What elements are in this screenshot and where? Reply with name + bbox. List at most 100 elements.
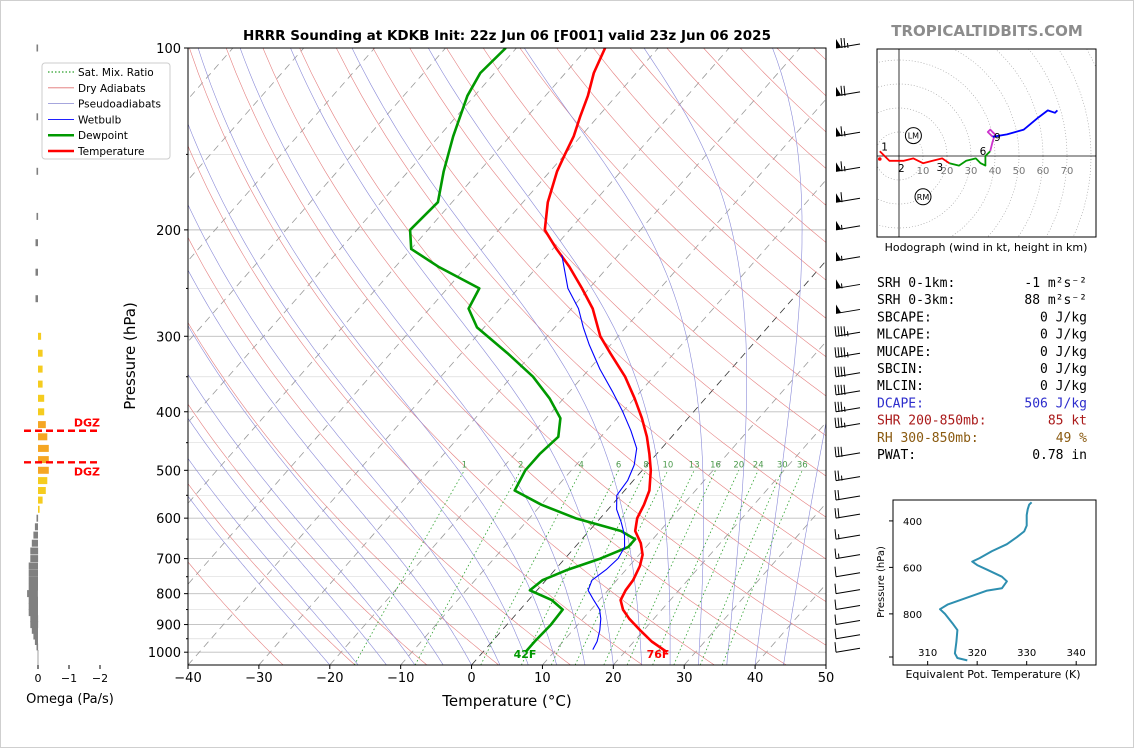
mixing-ratio-label: 8 <box>643 460 648 470</box>
stat-label: RH 300-850mb: <box>877 431 979 446</box>
omega-bar <box>30 621 39 629</box>
omega-x-tick-label: 0 <box>35 672 42 685</box>
pseudoadiabat-line <box>524 48 704 665</box>
stat-value: -1 m²s⁻² <box>1024 276 1087 291</box>
wind-barb <box>834 446 861 458</box>
y-tick-label: 500 <box>156 464 181 479</box>
mixing-ratio-labels: 1 2 4 6 8 10 13 16 20 24 30 36 <box>462 460 808 470</box>
omega-bars <box>27 44 49 651</box>
stat-value: 49 % <box>1056 431 1087 446</box>
omega-bar <box>38 365 43 373</box>
stat-value: 506 J/kg <box>1024 396 1087 411</box>
legend-label: Sat. Mix. Ratio <box>78 67 154 79</box>
x-tick-label: 0 <box>467 671 475 686</box>
omega-bar <box>38 505 40 513</box>
wind-barb <box>834 599 861 611</box>
stat-label: MLCIN: <box>877 379 924 394</box>
skewt-x-axis-label: Temperature (°C) <box>441 692 571 710</box>
omega-bar <box>33 632 38 640</box>
omega-x-tick-label: −1 <box>61 672 77 685</box>
mixing-ratio-line <box>550 470 647 665</box>
wind-barb <box>834 628 861 640</box>
pseudoadiabat-line <box>188 269 472 665</box>
stat-label: DCAPE: <box>877 396 924 411</box>
wind-barb <box>834 642 861 653</box>
wind-barb <box>835 220 861 231</box>
y-tick-label: 100 <box>156 42 181 57</box>
hodograph-trace <box>992 109 1059 138</box>
isotherm-line <box>683 502 826 665</box>
x-tick-label: 10 <box>534 671 551 686</box>
omega-bar <box>36 167 39 175</box>
skewt-y-axis-label: Pressure (hPa) <box>121 302 139 410</box>
dry-adiabat-line <box>188 236 571 665</box>
dry-adiabat-line <box>262 48 826 646</box>
hodograph-ring-label: 20 <box>941 166 954 177</box>
mixing-ratio-line <box>652 470 740 665</box>
stat-value: 0 J/kg <box>1040 345 1087 360</box>
omega-bar <box>28 562 38 570</box>
dry-adiabat-line <box>336 48 826 560</box>
hodograph-ring-label: 70 <box>1061 166 1074 177</box>
dry-adiabat-line <box>189 48 715 665</box>
wind-barb <box>835 304 861 314</box>
wind-barb <box>835 192 861 203</box>
surface-dewpoint-label: 42F <box>514 648 537 661</box>
hodograph-km-label: 2 <box>898 163 905 175</box>
temperature-profile <box>543 48 668 654</box>
dry-adiabat-line <box>372 48 826 518</box>
dewpoint-profile <box>408 48 637 654</box>
omega-bar <box>38 394 45 402</box>
theta-x-tick-label: 320 <box>968 648 987 659</box>
hodograph-km-label: 1 <box>881 141 888 153</box>
x-tick-label: 40 <box>747 671 764 686</box>
dry-adiabat-line <box>482 48 826 397</box>
y-tick-label: 1000 <box>148 646 181 661</box>
omega-bar <box>38 496 43 504</box>
legend-label: Pseudoadiabats <box>78 99 161 111</box>
y-tick-label: 700 <box>156 553 181 568</box>
omega-bar <box>30 615 39 623</box>
wind-barb <box>834 548 861 560</box>
pseudoadiabat-line <box>351 48 642 665</box>
x-tick-label: 30 <box>676 671 693 686</box>
isotherm-line <box>188 48 517 424</box>
isotherm-line <box>258 48 801 665</box>
stat-label: MLCAPE: <box>877 328 932 343</box>
mixing-ratio-line <box>480 470 582 665</box>
pseudoadiabat-line <box>428 48 671 665</box>
legend-label: Dewpoint <box>78 130 128 142</box>
dry-adiabat-line <box>188 483 356 665</box>
stat-label: SHR 200-850mb: <box>877 414 987 429</box>
stat-label: SRH 0-1km: <box>877 276 955 291</box>
wind-barb <box>834 566 861 578</box>
omega-bar <box>28 602 38 610</box>
sounding-stats-table: SRH 0-1km: -1 m²s⁻² SRH 0-3km: 88 m²s⁻² SBCA… <box>877 276 1087 463</box>
omega-bar <box>27 590 38 598</box>
wind-barb <box>835 251 861 262</box>
wind-barb <box>834 470 861 482</box>
mixing-ratio-line <box>626 470 716 665</box>
omega-bar <box>28 583 38 591</box>
watermark-logo: TROPICALTIDBITS.COM <box>891 22 1083 40</box>
mixing-ratio-label: 20 <box>733 460 744 470</box>
pseudoadiabat-line <box>188 458 359 665</box>
isotherm-line <box>188 48 659 585</box>
legend-label: Wetbulb <box>78 114 122 126</box>
y-tick-label: 200 <box>156 224 181 239</box>
dgz-label: DGZ <box>74 417 100 430</box>
pseudoadiabat-line <box>643 48 748 665</box>
theta-y-tick-label: 400 <box>903 517 922 528</box>
hodograph-surface-dot <box>878 157 882 161</box>
hodograph-ring-label: 40 <box>989 166 1002 177</box>
x-tick-label: −40 <box>174 671 201 686</box>
omega-bar <box>38 380 43 388</box>
dry-adiabat-line <box>299 48 826 602</box>
wind-barb <box>834 347 861 358</box>
dgz-label: DGZ <box>74 465 100 478</box>
hodograph-trace <box>986 128 996 152</box>
mixing-ratio-label: 13 <box>689 460 700 470</box>
omega-bar <box>36 643 39 651</box>
skewt-profiles <box>408 48 668 654</box>
